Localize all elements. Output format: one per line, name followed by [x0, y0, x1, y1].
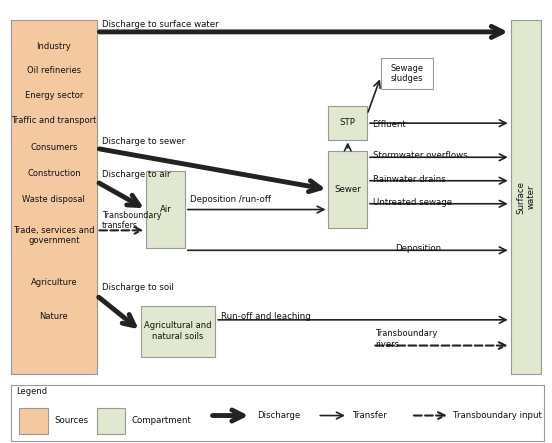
Text: Industry: Industry: [36, 42, 71, 51]
Text: Transboundary input: Transboundary input: [453, 411, 542, 420]
Text: Effluent: Effluent: [373, 120, 406, 129]
Text: Sewage
sludges: Sewage sludges: [390, 64, 424, 83]
Text: Transfer: Transfer: [353, 411, 388, 420]
Text: Deposition: Deposition: [395, 244, 441, 253]
FancyBboxPatch shape: [381, 58, 433, 89]
Text: Discharge: Discharge: [257, 411, 300, 420]
FancyBboxPatch shape: [328, 151, 367, 228]
Text: Transboundary
rivers: Transboundary rivers: [375, 329, 438, 349]
Text: Untreated sewage: Untreated sewage: [373, 198, 452, 207]
Text: Waste disposal: Waste disposal: [23, 195, 85, 204]
Text: Construction: Construction: [27, 169, 81, 178]
Text: Consumers: Consumers: [30, 143, 77, 152]
Text: Air: Air: [160, 205, 172, 214]
Text: Sources: Sources: [54, 416, 88, 425]
FancyBboxPatch shape: [97, 408, 125, 434]
FancyBboxPatch shape: [146, 171, 185, 248]
FancyBboxPatch shape: [511, 20, 541, 374]
Text: Discharge to air: Discharge to air: [102, 170, 171, 179]
Text: Trade, services and
government: Trade, services and government: [13, 226, 94, 245]
Text: Compartment: Compartment: [131, 416, 191, 425]
Text: Energy sector: Energy sector: [25, 91, 83, 100]
Text: Deposition /run-off: Deposition /run-off: [190, 195, 272, 204]
FancyBboxPatch shape: [141, 306, 215, 357]
Text: Agricultural and
natural soils: Agricultural and natural soils: [144, 322, 212, 341]
Text: Agriculture: Agriculture: [30, 278, 77, 287]
FancyBboxPatch shape: [19, 408, 48, 434]
Text: Nature: Nature: [39, 312, 68, 321]
Text: Stormwater overflows: Stormwater overflows: [373, 152, 467, 160]
Text: Rainwater drains: Rainwater drains: [373, 175, 445, 184]
FancyBboxPatch shape: [11, 385, 544, 441]
Text: Traffic and transport: Traffic and transport: [11, 116, 97, 125]
Text: Oil refineries: Oil refineries: [26, 66, 81, 75]
Text: Sewer: Sewer: [335, 185, 361, 194]
Text: STP: STP: [340, 118, 355, 128]
Text: Discharge to sewer: Discharge to sewer: [102, 137, 185, 146]
Text: Legend: Legend: [17, 387, 47, 396]
Text: Run-off and leaching: Run-off and leaching: [221, 312, 311, 321]
Text: Discharge to surface water: Discharge to surface water: [102, 20, 219, 29]
FancyBboxPatch shape: [11, 20, 97, 374]
Text: Transboundary
transfers: Transboundary transfers: [102, 211, 162, 230]
Text: Discharge to soil: Discharge to soil: [102, 284, 174, 292]
Text: Surface
water: Surface water: [516, 181, 535, 214]
FancyBboxPatch shape: [328, 106, 367, 140]
